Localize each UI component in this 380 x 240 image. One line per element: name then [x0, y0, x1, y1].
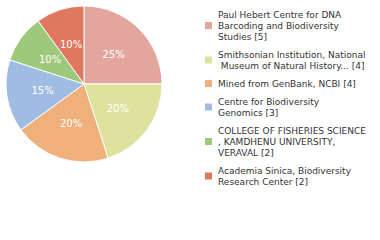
svg-text:20%: 20%	[60, 118, 82, 129]
svg-text:Academia Sinica, Biodiversity: Academia Sinica, Biodiversity	[218, 166, 354, 176]
svg-text:, KAMDHENU UNIVERSITY,: , KAMDHENU UNIVERSITY,	[218, 137, 338, 147]
svg-text:Paul Hebert Centre for DNA: Paul Hebert Centre for DNA	[218, 10, 344, 20]
svg-text:25%: 25%	[103, 49, 125, 60]
svg-text:10%: 10%	[39, 54, 61, 65]
svg-text:15%: 15%	[31, 85, 53, 96]
svg-text:Genomics [3]: Genomics [3]	[218, 108, 278, 118]
svg-text:Research Center [2]: Research Center [2]	[218, 177, 308, 187]
svg-text:Mined from GenBank, NCBI [4]: Mined from GenBank, NCBI [4]	[218, 79, 356, 89]
svg-text:10%: 10%	[60, 39, 82, 50]
svg-text:Smithsonian Institution, Natio: Smithsonian Institution, National	[218, 50, 365, 60]
svg-text:VERAVAL [2]: VERAVAL [2]	[218, 148, 274, 158]
svg-text:COLLEGE OF FISHERIES SCIENCE: COLLEGE OF FISHERIES SCIENCE	[218, 126, 366, 136]
svg-text:Centre for Biodiversity: Centre for Biodiversity	[218, 97, 322, 107]
svg-text:Studies [5]: Studies [5]	[218, 32, 267, 42]
svg-text:Museum of Natural History... [: Museum of Natural History... [4]	[218, 61, 364, 71]
svg-text:Barcoding and Biodiversity: Barcoding and Biodiversity	[218, 21, 342, 31]
svg-text:20%: 20%	[107, 103, 129, 114]
